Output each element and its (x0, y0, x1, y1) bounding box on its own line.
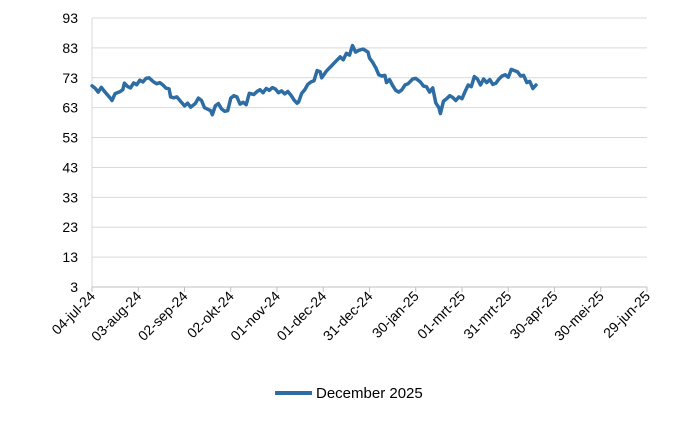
y-tick-label: 73 (62, 70, 78, 86)
legend-label: December 2025 (316, 385, 423, 402)
y-tick-label: 53 (62, 130, 78, 146)
gridlines (91, 17, 648, 292)
y-tick-label: 93 (62, 10, 78, 26)
x-axis-tick-labels: 04-jul-2403-aug-2402-sep-2402-okt-2401-n… (48, 288, 653, 345)
x-tick-label: 29-jun-25 (600, 288, 653, 341)
y-tick-label: 43 (62, 159, 78, 175)
x-tick-label: 03-aug-24 (88, 288, 145, 345)
x-tick-label: 01-dec-24 (273, 288, 329, 344)
x-tick-label: 31-dec-24 (320, 288, 376, 344)
y-tick-label: 83 (62, 40, 78, 56)
legend: December 2025 (275, 385, 423, 402)
x-tick-label: 30-jan-25 (369, 288, 422, 341)
x-tick-label: 31-mrt-25 (460, 288, 514, 342)
y-tick-label: 3 (70, 279, 78, 295)
y-tick-label: 33 (62, 189, 78, 205)
y-tick-label: 63 (62, 100, 78, 116)
y-tick-label: 23 (62, 219, 78, 235)
x-tick-label: 30-mei-25 (551, 288, 607, 344)
x-tick-label: 01-nov-24 (227, 288, 283, 344)
x-tick-label: 02-sep-24 (135, 288, 191, 344)
series-line-december-2025 (90, 43, 538, 117)
x-tick-label: 01-mrt-25 (414, 288, 468, 342)
series-lines (90, 43, 538, 117)
y-axis-tick-labels: 3 13 23 33 43 53 63 73 83 93 (62, 10, 78, 295)
y-tick-label: 13 (62, 249, 78, 265)
